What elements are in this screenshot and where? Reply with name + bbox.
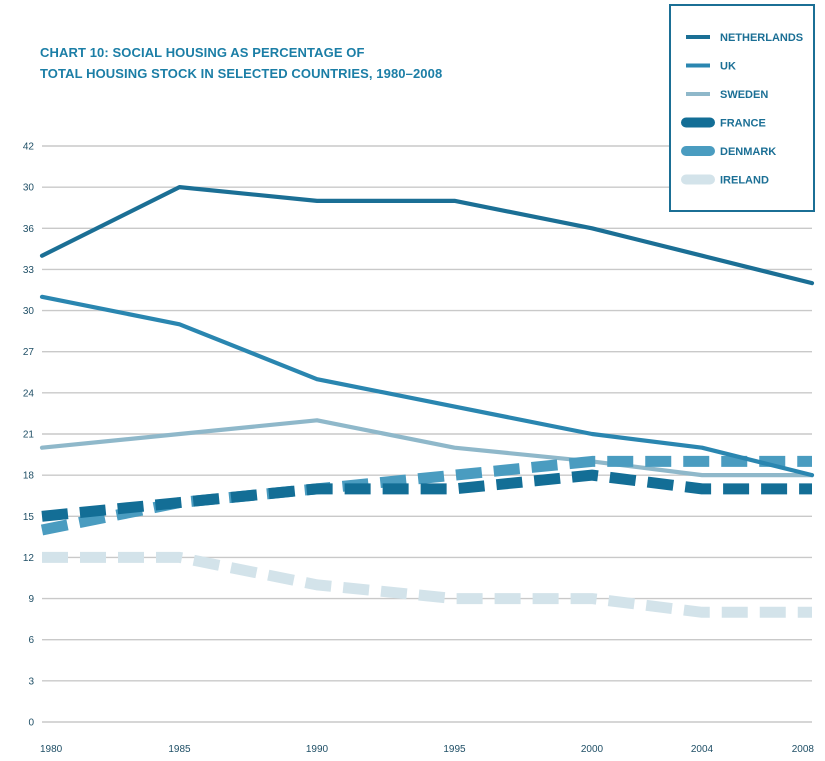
chart-title-line-1: CHART 10: SOCIAL HOUSING AS PERCENTAGE O…: [40, 45, 365, 60]
y-tick-label: 30: [23, 183, 35, 194]
x-axis-tick-labels: 1980 1985 1990 1995 2000 2004 2008: [40, 744, 814, 755]
x-tick-label: 2000: [581, 744, 604, 755]
legend-label-sweden: SWEDEN: [720, 89, 768, 101]
series-line-uk: [39, 294, 815, 478]
chart-title-line-2: TOTAL HOUSING STOCK IN SELECTED COUNTRIE…: [40, 66, 443, 81]
y-tick-label: 27: [23, 347, 35, 358]
y-tick-label: 18: [23, 471, 35, 482]
x-tick-label: 1980: [40, 744, 63, 755]
y-tick-label: 3: [28, 676, 34, 687]
series-line-france: [41, 469, 812, 522]
x-tick-label: 2004: [691, 744, 714, 755]
x-tick-label: 2008: [792, 744, 815, 755]
legend-label-netherlands: NETHERLANDS: [720, 32, 803, 44]
y-tick-label: 15: [23, 512, 35, 523]
x-tick-label: 1995: [443, 744, 466, 755]
legend: NETHERLANDS UK SWEDEN FRANCE DENMARK IRELAND: [669, 4, 815, 212]
legend-label-ireland: IRELAND: [720, 175, 769, 187]
x-tick-label: 1990: [306, 744, 329, 755]
y-tick-label: 0: [28, 718, 34, 729]
legend-label-france: FRANCE: [720, 118, 766, 130]
series-line-ireland: [42, 551, 812, 618]
x-tick-label: 1985: [168, 744, 191, 755]
legend-label-denmark: DENMARK: [720, 146, 776, 158]
series-line-sweden: [39, 418, 815, 478]
y-tick-label: 6: [28, 635, 34, 646]
y-tick-label: 36: [23, 224, 35, 235]
y-tick-label: 21: [23, 430, 35, 441]
chart-title: CHART 10: SOCIAL HOUSING AS PERCENTAGE O…: [40, 42, 442, 84]
y-tick-label: 12: [23, 553, 35, 564]
y-tick-label: 24: [23, 388, 35, 399]
series-lines: [39, 185, 815, 618]
legend-label-uk: UK: [720, 61, 736, 73]
gridlines: [42, 145, 812, 723]
y-tick-label: 9: [28, 594, 34, 605]
series-line-denmark: [40, 455, 812, 536]
y-tick-label: 42: [23, 142, 35, 153]
y-tick-label: 30: [23, 306, 35, 317]
y-tick-label: 33: [23, 265, 35, 276]
series-line-netherlands: [39, 185, 815, 286]
